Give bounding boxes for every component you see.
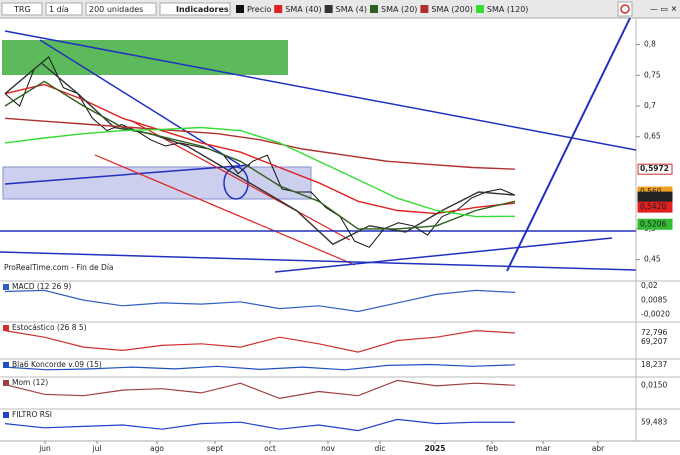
indicator-line xyxy=(4,379,516,400)
y-tick-label: 0,75 xyxy=(644,70,661,79)
y-tick-label: 0,45 xyxy=(644,255,661,264)
sma-line xyxy=(4,126,516,218)
panel-icon xyxy=(3,380,9,386)
axis-label: 0,02 xyxy=(641,281,658,290)
axis-label: -0,0020 xyxy=(641,309,670,318)
axis-label: 0,0085 xyxy=(641,295,667,304)
panel-label: Estocástico (26 8 5) xyxy=(12,323,87,332)
legend-swatch xyxy=(475,5,484,13)
price-label-box xyxy=(637,218,673,230)
units-box[interactable] xyxy=(85,2,157,16)
price-label: 0,5206 xyxy=(640,219,666,228)
panel-icon xyxy=(3,362,9,368)
x-tick-label: mar xyxy=(536,444,552,453)
panel-label: FILTRO RSI xyxy=(12,410,52,419)
sma-line xyxy=(4,62,516,246)
y-tick-label: 0,7 xyxy=(644,101,656,110)
price-line xyxy=(4,56,516,248)
x-tick-label: feb xyxy=(486,444,498,453)
trend-line xyxy=(274,237,613,273)
axis-label: 0,0150 xyxy=(641,380,667,389)
price-label-box xyxy=(637,163,673,175)
y-tick-label: 0,65 xyxy=(644,132,661,141)
period-box[interactable] xyxy=(45,2,83,16)
legend-label: SMA (40) xyxy=(285,5,321,14)
period[interactable]: 1 día xyxy=(49,5,69,14)
axis-label: 72,796 xyxy=(641,328,667,337)
indicator-line xyxy=(4,363,516,371)
refresh-button[interactable] xyxy=(617,1,633,17)
price-label: 0,560 xyxy=(640,187,662,196)
x-tick-label: sept xyxy=(207,444,223,453)
price-label: 0,5420 xyxy=(640,202,666,211)
indicator-line xyxy=(4,289,516,313)
ticker-box[interactable] xyxy=(1,2,43,16)
sma-line xyxy=(4,80,516,230)
legend-swatch xyxy=(420,5,429,13)
x-tick-label: abr xyxy=(592,444,605,453)
legend-label: Precio xyxy=(247,5,271,14)
trend-line xyxy=(94,154,356,266)
support-line xyxy=(0,251,637,271)
x-tick-label: jul xyxy=(92,444,102,453)
legend-label: SMA (20) xyxy=(381,5,417,14)
x-tick-label: dic xyxy=(375,444,386,453)
trend-line xyxy=(4,164,251,185)
price-label: 0,5517 xyxy=(640,192,666,201)
legend-swatch xyxy=(236,5,244,13)
price-label-box xyxy=(637,201,673,213)
x-tick-label: ago xyxy=(150,444,164,453)
x-tick-label: 2025 xyxy=(425,444,446,453)
indicator-line xyxy=(4,329,516,353)
refresh-icon xyxy=(620,4,630,14)
sma-line xyxy=(4,117,516,170)
axis-label: 59,483 xyxy=(641,417,667,426)
indicators[interactable]: Indicadores xyxy=(176,5,229,14)
panel-icon xyxy=(3,284,9,290)
panel-label: Mom (12) xyxy=(12,378,48,387)
panel-label: MACD (12 26 9) xyxy=(12,282,71,291)
units[interactable]: 200 unidades xyxy=(89,5,143,14)
sma-line xyxy=(4,83,516,215)
panel-icon xyxy=(3,325,9,331)
legend-label: SMA (4) xyxy=(336,5,367,14)
axis-label: 69,207 xyxy=(641,337,667,346)
trend-line xyxy=(4,30,637,151)
trend-line xyxy=(506,17,631,272)
legend-swatch xyxy=(324,5,333,13)
trend-line xyxy=(129,119,351,241)
legend-label: SMA (120) xyxy=(487,5,529,14)
x-tick-label: jun xyxy=(38,444,51,453)
indicators-box[interactable] xyxy=(159,2,231,16)
ellipse xyxy=(223,166,249,200)
legend-swatch xyxy=(274,5,283,13)
x-tick-label: oct xyxy=(264,444,276,453)
window-controls[interactable]: — ▭ ✕ xyxy=(650,5,677,14)
ticker[interactable]: TRG xyxy=(13,5,31,14)
axis-label: 18,237 xyxy=(641,360,667,369)
legend-swatch xyxy=(369,5,378,13)
price-label: 0,5972 xyxy=(640,164,669,173)
legend-label: SMA (200) xyxy=(431,5,473,14)
panel-icon xyxy=(3,412,9,418)
x-tick-label: nov xyxy=(321,444,335,453)
y-tick-label: 0,8 xyxy=(644,40,656,49)
indicator-line xyxy=(4,418,516,432)
source: ProRealTime.com - Fin de Día xyxy=(4,263,114,272)
panel-label: Bla6 Koncorde v.09 (15) xyxy=(12,360,102,369)
